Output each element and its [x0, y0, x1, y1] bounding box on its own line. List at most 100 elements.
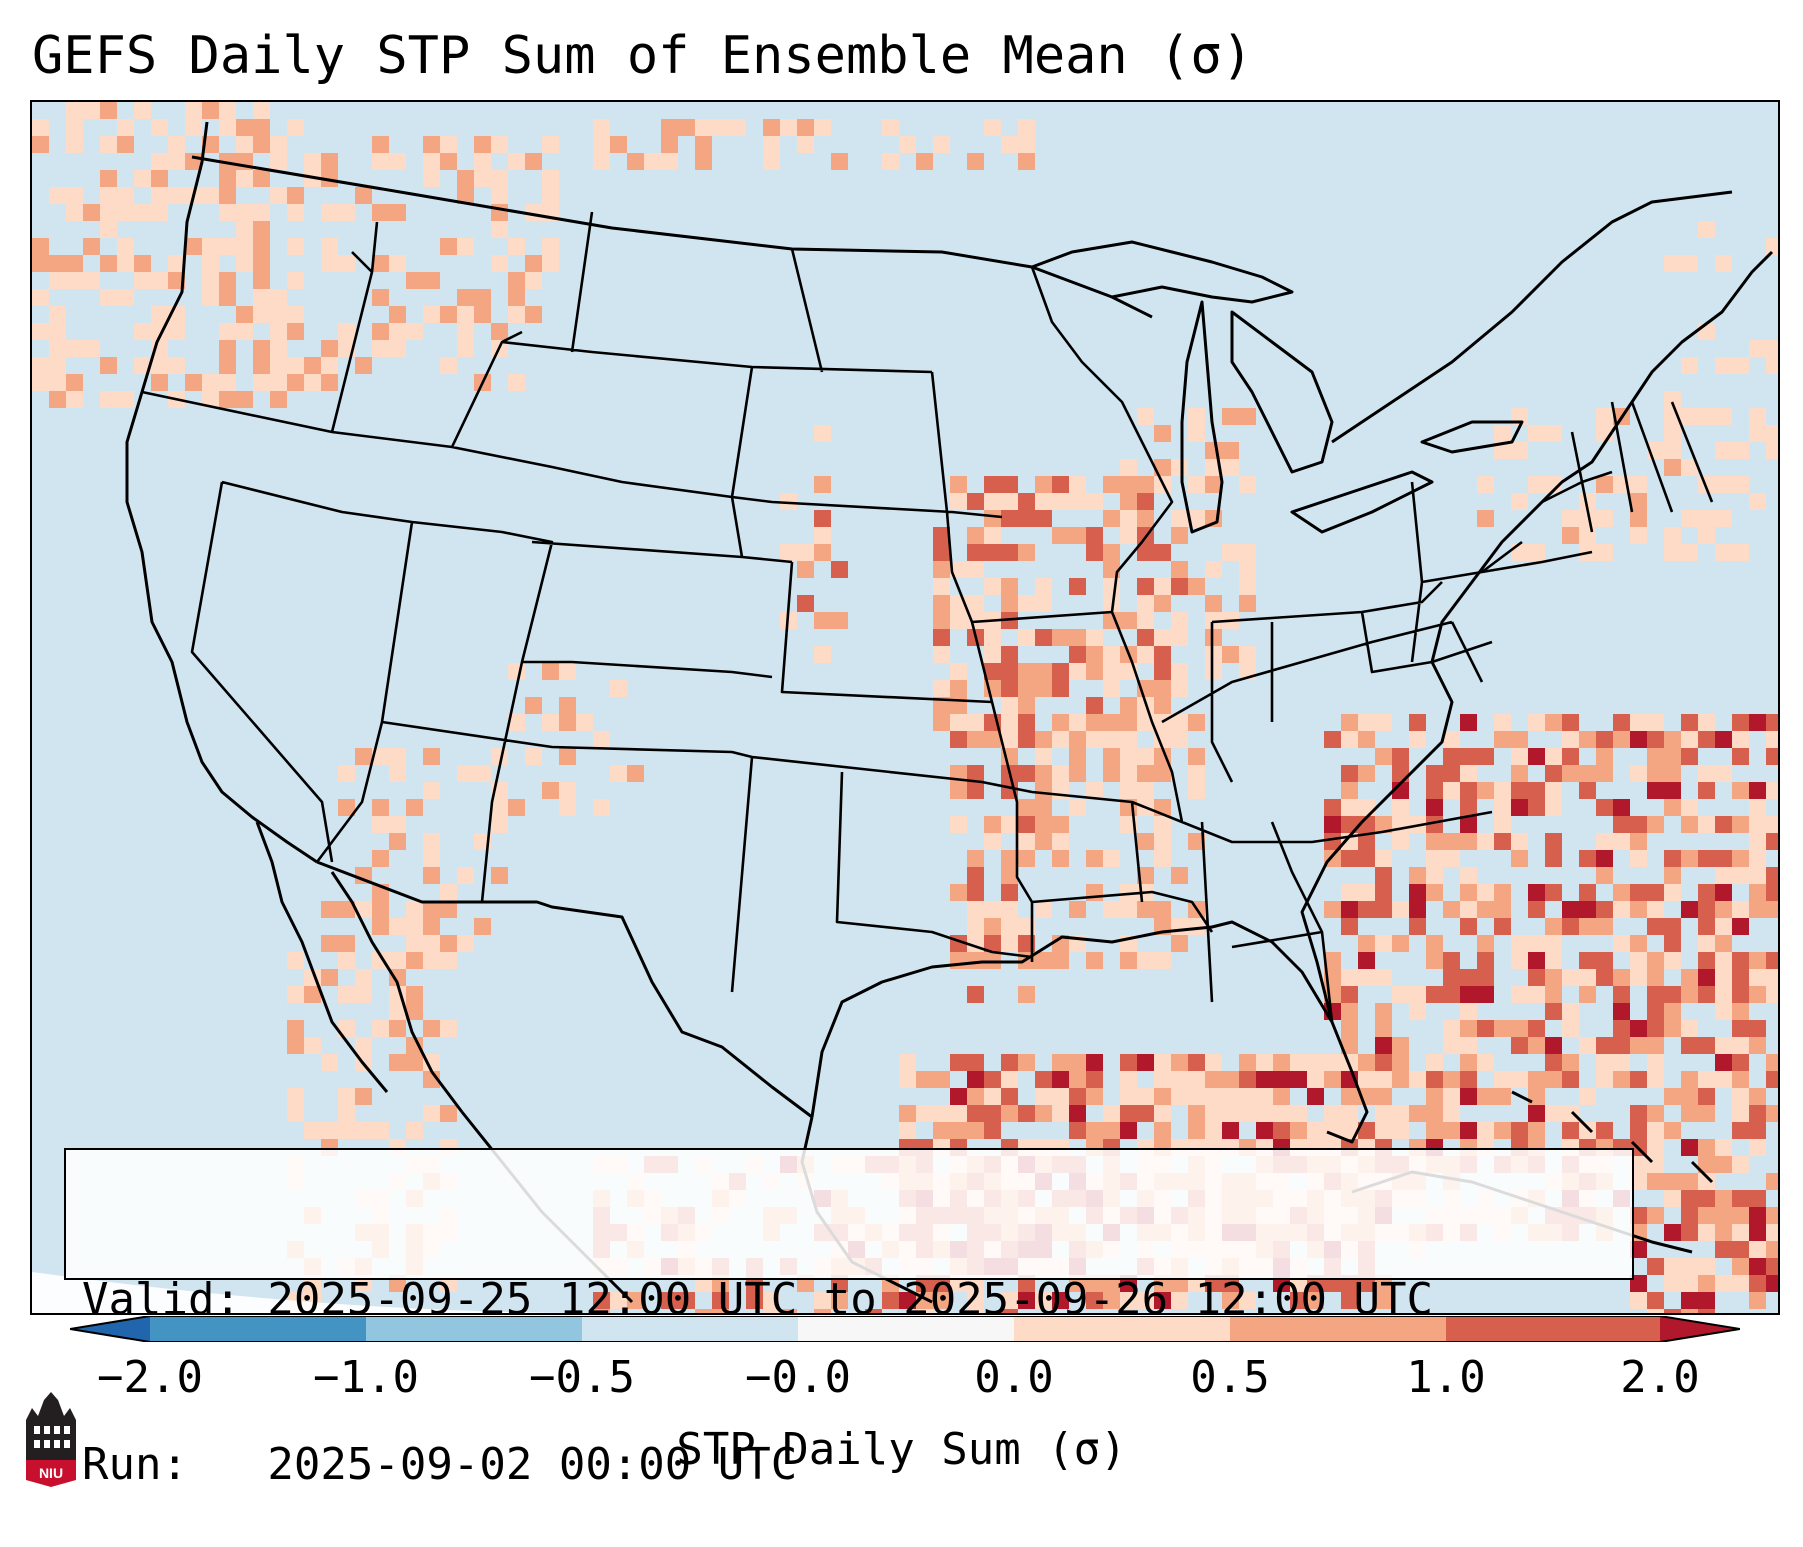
- stp-cell: [1239, 544, 1256, 561]
- stp-cell: [1545, 935, 1562, 952]
- stp-cell: [1035, 663, 1052, 680]
- stp-cell: [1732, 544, 1749, 561]
- stp-cell: [1647, 884, 1664, 901]
- stp-cell: [1120, 714, 1137, 731]
- stp-cell: [1001, 867, 1018, 884]
- stp-cell: [1137, 595, 1154, 612]
- stp-cell: [559, 799, 576, 816]
- stp-cell: [1341, 1122, 1358, 1139]
- stp-cell: [1460, 748, 1477, 765]
- stp-cell: [1715, 850, 1732, 867]
- stp-cell: [1732, 731, 1749, 748]
- stp-cell: [1341, 714, 1358, 731]
- stp-cell: [1171, 680, 1188, 697]
- stp-cell: [1715, 510, 1732, 527]
- stp-cell: [984, 527, 1001, 544]
- stp-cell: [1630, 493, 1647, 510]
- stp-cell: [1766, 1241, 1778, 1258]
- stp-cell: [1273, 1071, 1290, 1088]
- stp-cell: [49, 272, 66, 289]
- stp-cell: [967, 986, 984, 1003]
- stp-cell: [1460, 799, 1477, 816]
- stp-cell: [542, 187, 559, 204]
- stp-cell: [117, 238, 134, 255]
- stp-cell: [457, 306, 474, 323]
- stp-cell: [1154, 544, 1171, 561]
- stp-cell: [423, 153, 440, 170]
- lake-erie: [1290, 470, 1434, 534]
- stp-cell: [1375, 1105, 1392, 1122]
- colorbar-bin-1: [150, 1316, 366, 1342]
- stp-cell: [338, 935, 355, 952]
- stp-cell: [1069, 493, 1086, 510]
- stp-cell: [253, 374, 270, 391]
- stp-cell: [491, 136, 508, 153]
- stp-cell: [967, 1122, 984, 1139]
- stp-cell: [1596, 918, 1613, 935]
- stp-cell: [593, 119, 610, 136]
- stp-cell: [916, 153, 933, 170]
- stp-cell: [1562, 969, 1579, 986]
- stp-cell: [1647, 952, 1664, 969]
- colorbar-tick: 2.0: [1620, 1352, 1700, 1403]
- stp-cell: [1732, 816, 1749, 833]
- colorbar-bin-7: [1446, 1316, 1660, 1342]
- stp-cell: [1698, 1190, 1715, 1207]
- stp-cell: [1052, 765, 1069, 782]
- stp-cell: [338, 255, 355, 272]
- stp-cell: [423, 782, 440, 799]
- stp-cell: [1375, 901, 1392, 918]
- stp-cell: [1528, 952, 1545, 969]
- stp-cell: [1715, 1054, 1732, 1071]
- stp-cell: [1001, 578, 1018, 595]
- stp-cell: [933, 680, 950, 697]
- stp-cell: [678, 119, 695, 136]
- stp-cell: [1647, 1020, 1664, 1037]
- stp-cell: [1698, 782, 1715, 799]
- stp-cell: [1409, 731, 1426, 748]
- stp-cell: [236, 136, 253, 153]
- stp-cell: [1664, 850, 1681, 867]
- stp-cell: [491, 799, 508, 816]
- stp-cell: [814, 612, 831, 629]
- stp-cell: [1154, 901, 1171, 918]
- stp-cell: [474, 306, 491, 323]
- stp-cell: [1154, 952, 1171, 969]
- stp-cell: [83, 340, 100, 357]
- stp-cell: [1154, 697, 1171, 714]
- stp-cell: [440, 952, 457, 969]
- stp-cell: [1579, 1122, 1596, 1139]
- stp-cell: [1545, 884, 1562, 901]
- stp-cell: [1426, 952, 1443, 969]
- stp-cell: [1205, 1105, 1222, 1122]
- stp-cell: [1647, 1207, 1664, 1224]
- stp-cell: [1001, 731, 1018, 748]
- stp-cell: [1766, 833, 1778, 850]
- stp-cell: [1307, 1054, 1324, 1071]
- stp-cell: [1052, 527, 1069, 544]
- stp-cell: [882, 1292, 899, 1309]
- stp-cell: [49, 306, 66, 323]
- stp-cell: [1460, 901, 1477, 918]
- stp-cell: [1154, 1071, 1171, 1088]
- stp-cell: [1120, 901, 1137, 918]
- stp-cell: [1137, 782, 1154, 799]
- colorbar-extend-low: [70, 1316, 150, 1342]
- stp-cell: [321, 340, 338, 357]
- stp-cell: [1392, 935, 1409, 952]
- stp-cell: [1681, 1258, 1698, 1275]
- stp-cell: [1681, 986, 1698, 1003]
- stp-cell: [1290, 1054, 1307, 1071]
- stp-cell: [1222, 459, 1239, 476]
- stp-cell: [1732, 714, 1749, 731]
- stp-cell: [1715, 1037, 1732, 1054]
- stp-cell: [1528, 969, 1545, 986]
- stp-cell: [1477, 748, 1494, 765]
- stp-cell: [1154, 1292, 1171, 1309]
- stp-cell: [1715, 1224, 1732, 1241]
- stp-cell: [967, 153, 984, 170]
- stp-cell: [1324, 1054, 1341, 1071]
- stp-cell: [1443, 1071, 1460, 1088]
- stp-cell: [1596, 731, 1613, 748]
- stp-cell: [1018, 816, 1035, 833]
